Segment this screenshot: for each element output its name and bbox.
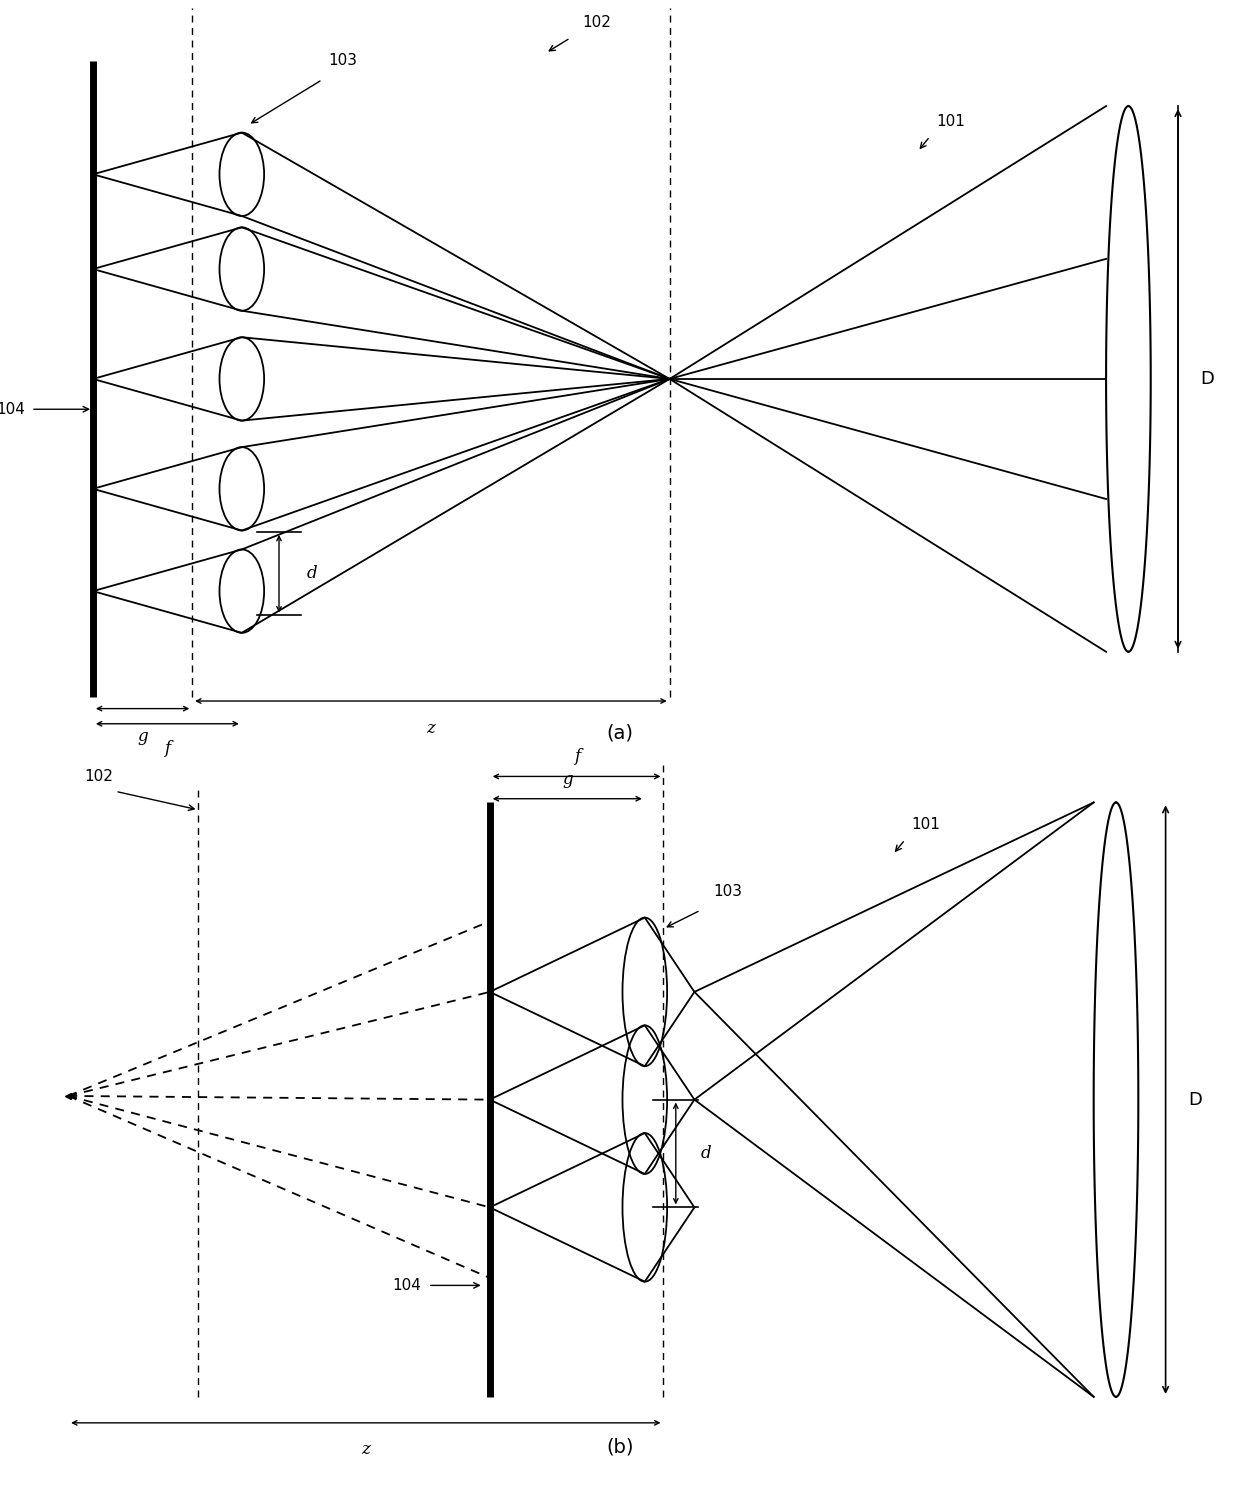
Text: f: f	[574, 749, 579, 765]
Text: D: D	[1188, 1091, 1202, 1109]
Text: g: g	[562, 771, 573, 788]
Text: 101: 101	[911, 817, 940, 832]
Text: f: f	[165, 740, 170, 758]
Text: d: d	[306, 565, 317, 583]
Text: 104: 104	[393, 1278, 422, 1293]
Text: z: z	[427, 719, 435, 737]
Text: D: D	[1200, 370, 1214, 388]
Text: 102: 102	[583, 15, 611, 30]
Text: d: d	[701, 1146, 712, 1162]
Text: 101: 101	[936, 114, 965, 129]
Text: 104: 104	[0, 401, 25, 416]
Text: z: z	[361, 1441, 371, 1458]
Text: g: g	[138, 728, 148, 744]
Text: (a): (a)	[606, 724, 634, 743]
Text: 103: 103	[329, 53, 357, 68]
Text: 102: 102	[84, 768, 113, 785]
Text: 103: 103	[713, 884, 742, 899]
Text: (b): (b)	[606, 1437, 634, 1456]
